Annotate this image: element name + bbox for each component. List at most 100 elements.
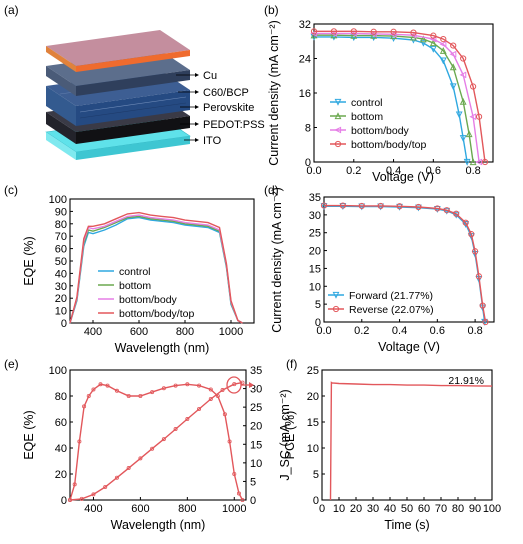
y-tick-label: 10 <box>55 306 67 318</box>
x-tick-label: 1000 <box>222 503 246 515</box>
data-point <box>377 202 384 210</box>
x-tick-label: 0.8 <box>467 325 482 337</box>
y-tick-label: 10 <box>307 443 319 455</box>
x-tick-label: 0.6 <box>430 325 445 337</box>
y-tick-label: 25 <box>309 228 321 240</box>
y-tick-label: 8 <box>305 123 311 135</box>
y-tick-label: 20 <box>309 246 321 258</box>
data-point <box>114 388 119 393</box>
data-point <box>320 202 328 209</box>
data-point <box>91 492 96 497</box>
data-point <box>105 383 110 388</box>
data-point <box>377 203 385 211</box>
data-point <box>79 496 84 501</box>
y-tick-label: 24 <box>299 54 311 66</box>
data-point <box>150 446 155 451</box>
data-point <box>161 437 166 442</box>
x-tick-label: 0.4 <box>386 165 401 177</box>
data-point <box>77 439 82 444</box>
y-tick-label: 40 <box>55 443 67 455</box>
x-tick-label: 800 <box>176 326 194 338</box>
panel-e-frame <box>69 369 247 501</box>
data-point <box>197 383 202 388</box>
data-point <box>434 205 441 212</box>
data-point <box>236 491 241 496</box>
legend-label: bottom/body <box>351 125 410 137</box>
y-tick-label: 30 <box>55 281 67 293</box>
data-point <box>419 35 427 43</box>
data-point <box>455 111 463 119</box>
y-tick-label: 15 <box>309 263 321 275</box>
data-point <box>222 412 227 417</box>
series-line-e-1 <box>69 381 243 501</box>
data-point <box>410 29 417 36</box>
y-tick-label: 70 <box>55 231 67 243</box>
x-tick-label: 40 <box>384 503 396 515</box>
data-point <box>350 30 357 37</box>
data-point <box>330 30 337 37</box>
data-point <box>369 30 377 38</box>
data-point <box>440 35 447 43</box>
data-point <box>443 207 450 214</box>
panel-a: (a) <box>4 3 265 160</box>
data-point <box>350 28 357 35</box>
data-point <box>449 63 457 71</box>
data-point <box>185 417 190 422</box>
data-point <box>470 83 477 90</box>
layer-cu <box>46 30 190 72</box>
data-point <box>449 50 457 58</box>
y-tick-label: 50 <box>55 256 67 268</box>
data-point <box>358 202 365 210</box>
data-point <box>126 466 131 471</box>
legend-marker <box>334 126 342 134</box>
data-point <box>91 387 96 392</box>
data-point <box>475 113 483 120</box>
legend-label: Forward (21.77%) <box>349 290 433 302</box>
data-point <box>409 31 417 39</box>
data-point <box>138 393 143 398</box>
data-point <box>429 39 437 47</box>
data-point <box>459 71 467 79</box>
panel-e-xlabel: Wavelength (nm) <box>111 518 206 532</box>
y-right-tick-label: 35 <box>250 365 262 377</box>
y-tick-label: 25 <box>307 365 319 377</box>
data-point <box>419 39 427 47</box>
panel-d: (d) Current density (mA cm⁻²) Voltage (V… <box>264 183 495 354</box>
y-right-tick-label: 20 <box>250 421 262 433</box>
data-point <box>227 439 232 444</box>
data-point <box>462 219 469 226</box>
x-tick-label: 60 <box>418 503 430 515</box>
y-tick-label: 20 <box>55 293 67 305</box>
data-point <box>208 387 213 392</box>
x-tick-label: 0.8 <box>465 165 480 177</box>
data-point <box>459 97 467 105</box>
data-point <box>389 30 397 38</box>
panel-d-frame <box>323 196 495 323</box>
data-point <box>82 404 87 409</box>
data-point <box>185 382 190 387</box>
layer-label-perovskite: Perovskite <box>203 102 254 114</box>
panel-b-ylabel: Current density (mA cm⁻²) <box>267 20 281 166</box>
panel-f: (f) PCE (%) Time (s) 21.91% 0 10 20 30 40 50 6… <box>283 357 501 532</box>
y-tick-label: 15 <box>307 417 319 429</box>
y-tick-label: 60 <box>55 244 67 256</box>
x-tick-label: 0.0 <box>306 165 321 177</box>
data-point <box>475 273 482 280</box>
y-tick-label: 100 <box>49 365 67 377</box>
y-tick-label: 0 <box>61 318 67 330</box>
data-point <box>469 113 477 121</box>
data-point <box>439 57 447 65</box>
y-right-tick-label: 10 <box>250 458 262 470</box>
series-line-b-3 <box>314 30 486 163</box>
data-point <box>98 382 103 387</box>
legend-marker <box>334 112 342 120</box>
series-line-b-1 <box>314 34 474 163</box>
data-point <box>465 130 473 138</box>
x-tick-label: 70 <box>435 503 447 515</box>
y-tick-label: 20 <box>307 391 319 403</box>
data-point <box>138 456 143 461</box>
data-point <box>103 484 108 489</box>
x-tick-label: 600 <box>130 326 148 338</box>
data-point <box>450 42 457 49</box>
panel-f-annotation: 21.91% <box>448 375 484 387</box>
